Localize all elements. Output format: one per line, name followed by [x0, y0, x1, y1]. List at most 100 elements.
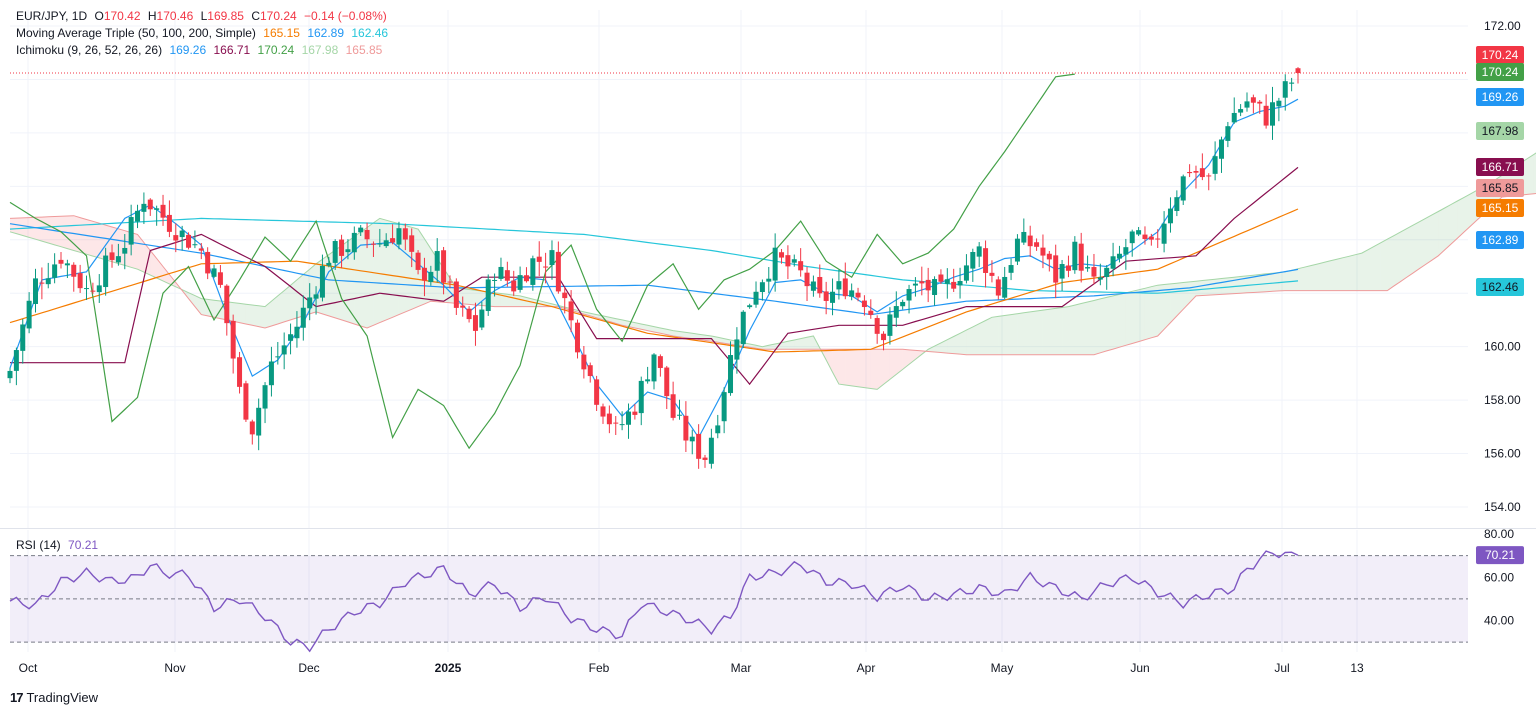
ichimoku-cloud-segment	[679, 331, 686, 338]
lagging-value: 170.24	[257, 43, 295, 57]
ichimoku-cloud-segment	[271, 295, 278, 326]
candle-body	[632, 411, 638, 415]
candle-body	[721, 392, 727, 422]
time-tick-label: Oct	[19, 661, 38, 675]
candle-body	[1027, 235, 1033, 247]
candle-body	[141, 203, 147, 212]
ichimoku-cloud-segment	[921, 349, 929, 355]
ichimoku-cloud-segment	[1361, 249, 1369, 291]
candle-body	[1091, 267, 1097, 277]
ichimoku-cloud-segment	[877, 349, 884, 390]
ichimoku-cloud-segment	[889, 349, 897, 380]
time-tick-label: Nov	[164, 661, 185, 675]
brand[interactable]: 17 TradingView	[10, 690, 98, 705]
ma-label: Moving Average Triple (50, 100, 200, Sim…	[16, 26, 256, 40]
ichimoku-cloud-segment	[1106, 295, 1114, 351]
candle-body	[1040, 247, 1046, 256]
price-badge	[1476, 122, 1524, 140]
ichimoku-cloud-segment	[1425, 214, 1432, 265]
ichimoku-cloud-segment	[99, 223, 106, 260]
candle-body	[103, 255, 109, 288]
ichimoku-cloud-segment	[928, 346, 935, 353]
ichimoku-cloud-segment	[1310, 264, 1318, 291]
ichimoku-legend[interactable]: Ichimoku (9, 26, 52, 26, 26) 169.26 166.…	[16, 42, 386, 58]
candle-body	[345, 249, 351, 253]
candle-body	[351, 232, 357, 253]
ichimoku-cloud-segment	[807, 335, 814, 350]
candle-body	[1206, 175, 1212, 177]
candle-body	[944, 279, 950, 284]
candle-body	[249, 421, 255, 435]
candle-body	[696, 433, 702, 459]
candle-body	[1174, 197, 1180, 211]
ichimoku-cloud-segment	[1336, 257, 1343, 291]
ichimoku-cloud-segment	[1438, 207, 1445, 256]
candle-body	[555, 251, 561, 292]
ichimoku-cloud-segment	[673, 330, 680, 337]
ichimoku-cloud-segment	[794, 338, 801, 350]
ichimoku-cloud-segment	[991, 316, 999, 355]
ichimoku-cloud-segment	[207, 299, 215, 318]
ichimoku-cloud-segment	[972, 323, 980, 355]
ichimoku-cloud-segment	[1368, 246, 1375, 291]
ichimoku-cloud-segment	[998, 315, 1005, 355]
ichimoku-cloud-segment	[80, 217, 87, 255]
candle-body	[428, 271, 434, 283]
candle-body	[753, 291, 759, 305]
candle-body	[779, 252, 785, 258]
price-badge-label: 165.15	[1482, 201, 1519, 215]
ichimoku-cloud-segment	[838, 349, 846, 385]
candle-body	[657, 356, 663, 368]
ichimoku-cloud-segment	[940, 339, 948, 354]
ichimoku-cloud-segment	[373, 218, 380, 326]
ichimoku-cloud-segment	[1234, 276, 1241, 294]
price-tick-label: 156.00	[1484, 447, 1521, 461]
ma-legend[interactable]: Moving Average Triple (50, 100, 200, Sim…	[16, 25, 392, 41]
candle-body	[1059, 264, 1065, 279]
candle-body	[957, 280, 963, 286]
ichimoku-cloud-segment	[870, 349, 878, 390]
candle-body	[492, 279, 498, 281]
candle-body	[1289, 82, 1295, 84]
ichimoku-cloud-segment	[1444, 204, 1452, 250]
ma200-value: 162.46	[351, 26, 389, 40]
ichimoku-cloud-segment	[367, 222, 374, 328]
candle-body	[179, 230, 185, 238]
ichimoku-cloud-segment	[1298, 267, 1305, 291]
candle-body	[983, 248, 989, 273]
candle-body	[600, 406, 606, 417]
ichimoku-cloud-segment	[1419, 218, 1426, 269]
ma200-line	[9, 217, 1299, 294]
candle-body	[211, 268, 217, 277]
candle-body	[1065, 265, 1071, 271]
candle-body	[766, 278, 772, 282]
candle-body	[791, 259, 797, 263]
ichimoku-cloud-segment	[979, 320, 986, 355]
ma50-line	[9, 208, 1299, 353]
candle-body	[96, 285, 102, 293]
price-badge	[1476, 179, 1524, 197]
candle-body	[243, 383, 249, 420]
candle-body	[1263, 105, 1269, 126]
price-badge	[1476, 199, 1524, 217]
candle-body	[874, 318, 880, 334]
candle-body	[1269, 102, 1275, 126]
candle-body	[198, 248, 204, 251]
candle-body	[823, 291, 829, 301]
ichimoku-cloud-segment	[1151, 285, 1158, 338]
conversion-value: 169.26	[169, 43, 207, 57]
ichimoku-cloud-segment	[1055, 307, 1063, 355]
candle-body	[1085, 267, 1091, 269]
ichimoku-cloud-segment	[379, 218, 387, 323]
candle-body	[90, 290, 96, 292]
ichimoku-cloud-segment	[86, 219, 93, 257]
time-tick-label: Feb	[589, 661, 610, 675]
ma100-value: 162.89	[307, 26, 345, 40]
ichimoku-cloud-segment	[290, 279, 297, 320]
ichimoku-cloud-segment	[1374, 242, 1381, 291]
ichimoku-cloud-segment	[947, 336, 954, 354]
candle-body	[606, 413, 612, 425]
ichimoku-cloud-segment	[902, 349, 910, 370]
rsi-legend[interactable]: RSI (14) 70.21	[16, 537, 102, 553]
